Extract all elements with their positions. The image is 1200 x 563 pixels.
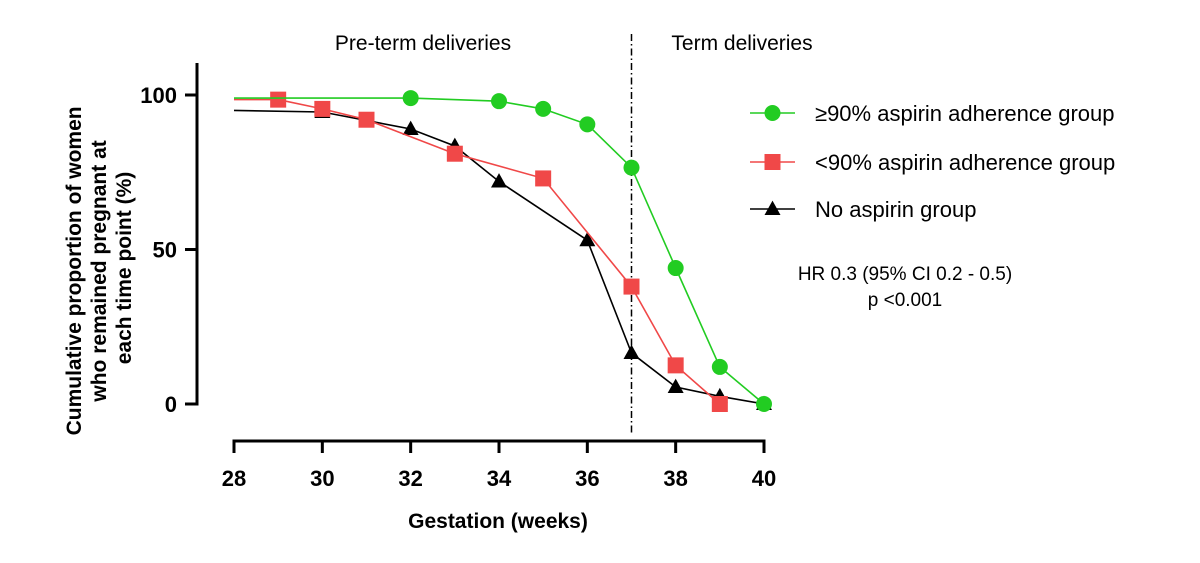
y-axis-title-line-1: Cumulative proportion of women (63, 106, 86, 435)
series-1-point-6 (667, 357, 684, 374)
series-0-point-7 (756, 396, 772, 412)
series-2-point-6 (667, 378, 684, 394)
x-tick-label-38: 38 (663, 466, 687, 491)
legend: ≥90% aspirin adherence group <90% aspirin… (750, 101, 1115, 222)
series-2-point-1 (402, 120, 419, 135)
legend-item-2: No aspirin group (750, 197, 976, 222)
series-0-point-6 (711, 358, 728, 375)
x-tick-label-32: 32 (398, 466, 422, 491)
series-line-0 (234, 97, 765, 405)
series-0-point-2 (535, 100, 552, 117)
x-axis-title: Gestation (weeks) (408, 510, 588, 533)
tick-labels: 0 50 100 28 30 32 34 36 38 40 (140, 83, 776, 491)
series-1-point-2 (358, 111, 375, 128)
y-axis-title-line-3: each time point (%) (113, 172, 136, 365)
y-tick-label-0: 0 (165, 392, 177, 417)
legend-item-1: <90% aspirin adherence group (750, 150, 1115, 175)
series-0-point-4 (623, 159, 640, 176)
series-0-point-3 (579, 116, 596, 133)
legend-item-0: ≥90% aspirin adherence group (750, 101, 1115, 126)
axes (185, 63, 766, 453)
y-axis-title-line-2: who remained pregnant at (88, 140, 111, 402)
hazard-ratio-text: HR 0.3 (95% CI 0.2 - 0.5) (798, 264, 1012, 285)
series-0-point-0 (402, 90, 419, 107)
series-1-point-0 (270, 91, 287, 108)
series-2-point-4 (579, 231, 596, 247)
series-0-point-5 (667, 260, 684, 277)
series-1-point-1 (314, 100, 331, 117)
x-tick-label-40: 40 (752, 466, 776, 491)
series-1-point-4 (535, 170, 552, 187)
series-0-point-1 (491, 93, 507, 110)
legend-marker-1 (764, 154, 781, 170)
series-line-1 (234, 98, 721, 405)
legend-label-2: No aspirin group (815, 197, 976, 222)
plot-area (233, 34, 772, 435)
x-tick-label-30: 30 (310, 466, 334, 491)
x-tick-label-36: 36 (575, 466, 599, 491)
series-1-point-5 (623, 278, 640, 295)
series-square-1 (234, 91, 728, 412)
series-2-point-3 (491, 173, 507, 188)
y-tick-label-100: 100 (140, 83, 177, 108)
preterm-label: Pre-term deliveries (335, 32, 511, 55)
series-circle-0 (234, 90, 772, 412)
legend-label-1: <90% aspirin adherence group (815, 150, 1115, 175)
y-axis-title: Cumulative proportion of women who remai… (63, 101, 136, 436)
p-value-text: p <0.001 (868, 290, 943, 311)
legend-marker-2 (764, 200, 781, 215)
series-1-point-3 (446, 145, 463, 162)
series-line-2 (233, 109, 765, 405)
series-triangle-2 (233, 103, 772, 410)
x-tick-label-28: 28 (222, 466, 246, 491)
legend-label-0: ≥90% aspirin adherence group (815, 101, 1115, 126)
legend-marker-0 (764, 105, 781, 121)
y-tick-label-50: 50 (153, 238, 177, 263)
series-2-point-5 (623, 344, 640, 360)
term-label: Term deliveries (671, 32, 812, 55)
series-1-point-7 (711, 396, 728, 412)
x-tick-label-34: 34 (487, 466, 512, 491)
